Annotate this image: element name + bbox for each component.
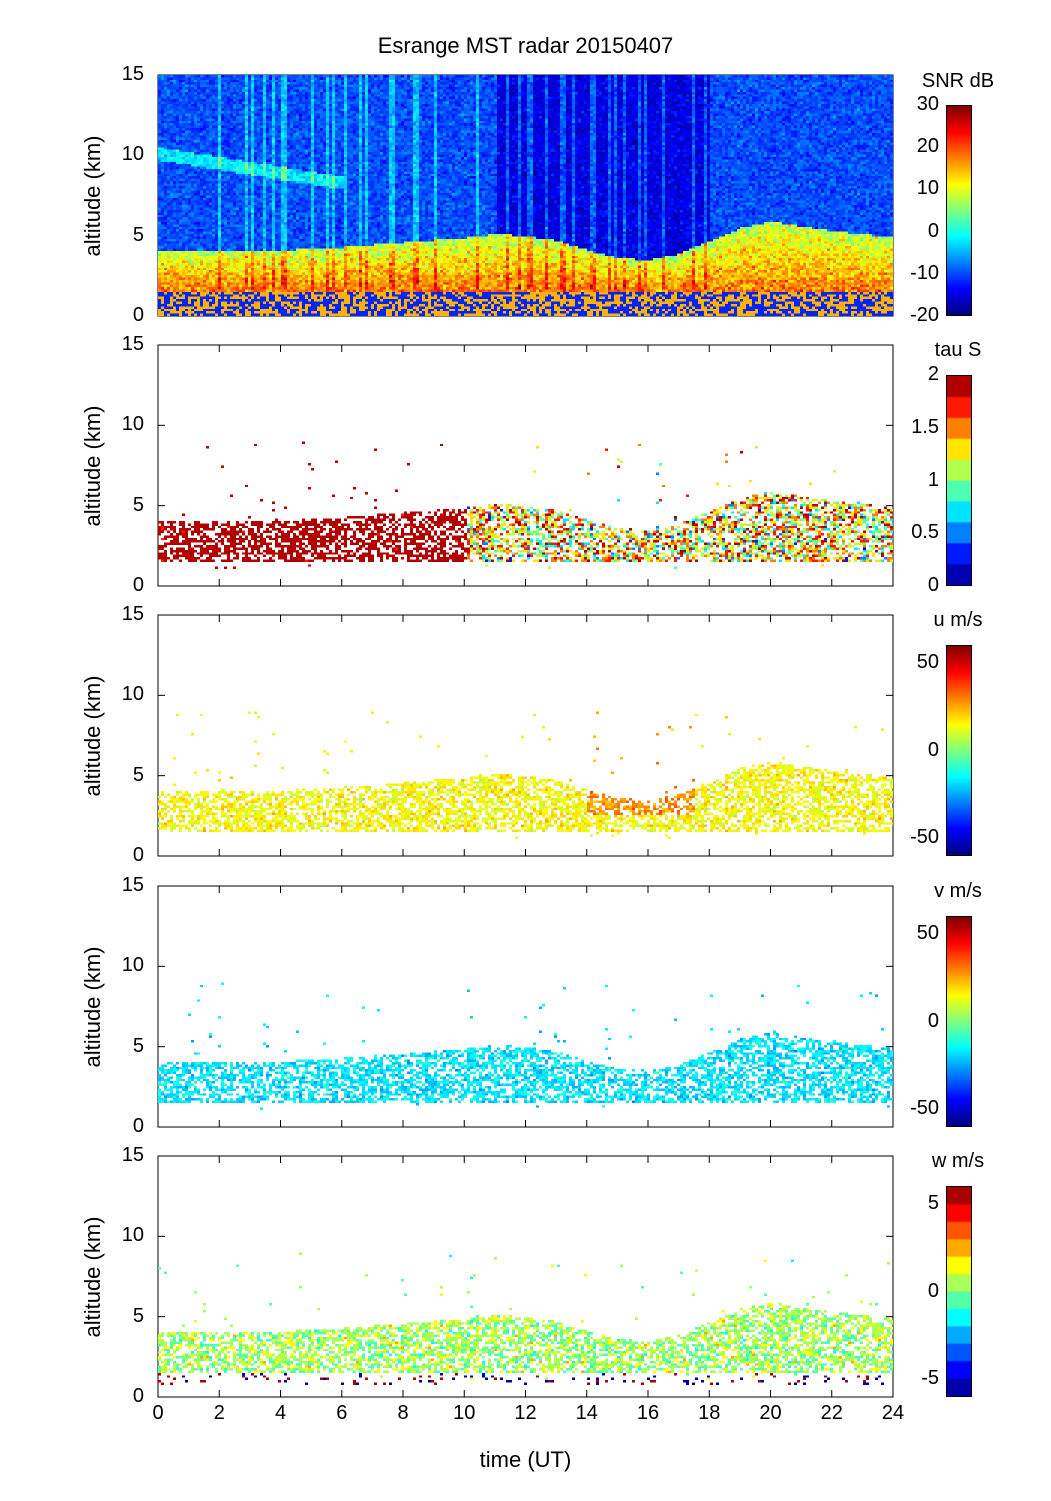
y-axis-label: altitude (km) (80, 1215, 105, 1338)
colorbar-tick-label: 50 (916, 921, 939, 944)
colorbar-tick-label: -10 (910, 261, 939, 284)
colorbar-label: w m/s (931, 1150, 985, 1172)
v-colorbar (946, 916, 972, 1127)
y-tick-label: 5 (132, 763, 144, 786)
y-tick-label: 0 (132, 1115, 144, 1137)
y-axis-label: altitude (km) (80, 945, 105, 1068)
y-tick-label: 0 (132, 1385, 144, 1407)
colorbar-tick-label: 30 (916, 93, 939, 115)
colorbar-tick-label: 0 (927, 1279, 939, 1302)
x-tick-label: 8 (397, 1402, 409, 1424)
x-tick-label: 6 (336, 1402, 348, 1424)
x-tick-label: 10 (453, 1402, 476, 1424)
x-tick-label: 12 (514, 1402, 537, 1424)
colorbar-tick-label: 2 (927, 363, 939, 385)
y-tick-label: 10 (121, 683, 144, 706)
y-tick-label: 15 (121, 63, 144, 85)
v-heatmap (158, 886, 893, 1127)
colorbar-tick-label: 50 (916, 650, 939, 673)
y-tick-label: 10 (121, 1224, 144, 1247)
y-tick-label: 5 (132, 1304, 144, 1327)
colorbar-tick-label: 0.5 (911, 521, 939, 544)
w-colorbar (946, 1186, 972, 1397)
colorbar-tick-label: 0 (927, 219, 939, 242)
x-tick-label: 0 (152, 1402, 164, 1424)
y-axis-label: altitude (km) (80, 134, 105, 257)
y-tick-label: 5 (132, 1034, 144, 1057)
y-tick-label: 10 (121, 413, 144, 436)
x-tick-label: 4 (274, 1402, 287, 1424)
colorbar-label: SNR dB (921, 70, 995, 92)
colorbar-tick-label: -20 (910, 304, 939, 326)
snr-colorbar (946, 105, 972, 316)
y-tick-label: 5 (132, 493, 144, 516)
tau-colorbar (946, 375, 972, 586)
x-tick-label: 14 (575, 1402, 598, 1424)
y-axis-label: altitude (km) (80, 674, 105, 797)
x-tick-label: 24 (881, 1402, 905, 1424)
y-tick-label: 15 (121, 1144, 144, 1166)
x-tick-label: 22 (820, 1402, 843, 1424)
tau-heatmap (158, 345, 893, 586)
snr-heatmap (158, 75, 893, 316)
colorbar-label: v m/s (934, 880, 982, 902)
colorbar-tick-label: 20 (916, 135, 939, 158)
colorbar-tick-label: 5 (927, 1191, 939, 1214)
y-tick-label: 0 (132, 574, 144, 596)
u-heatmap (158, 615, 893, 856)
colorbar-tick-label: 1 (927, 468, 939, 491)
y-tick-label: 10 (121, 954, 144, 977)
x-tick-label: 18 (698, 1402, 721, 1424)
y-tick-label: 0 (132, 304, 144, 326)
x-tick-label: 2 (213, 1402, 225, 1424)
colorbar-tick-label: -50 (910, 826, 939, 849)
w-heatmap (158, 1156, 893, 1397)
y-tick-label: 10 (121, 143, 144, 166)
colorbar-tick-label: -50 (910, 1097, 939, 1120)
colorbar-tick-label: 0 (927, 738, 939, 761)
x-tick-label: 16 (636, 1402, 660, 1424)
colorbar-tick-label: 1.5 (911, 415, 939, 438)
colorbar-label: u m/s (933, 609, 983, 631)
y-tick-label: 5 (132, 223, 144, 246)
y-tick-label: 15 (121, 333, 144, 355)
y-tick-label: 15 (121, 874, 144, 896)
colorbar-tick-label: 0 (927, 1009, 939, 1032)
colorbar-tick-label: 10 (916, 177, 939, 200)
colorbar-tick-label: 0 (927, 574, 939, 596)
u-colorbar (946, 645, 972, 856)
x-tick-label: 20 (759, 1402, 782, 1424)
colorbar-label: tau S (934, 339, 982, 361)
y-tick-label: 0 (132, 844, 144, 866)
x-axis-label: time (UT) (479, 1447, 572, 1472)
figure-title: Esrange MST radar 20150407 (377, 33, 674, 58)
colorbar-tick-label: -5 (921, 1367, 939, 1390)
y-tick-label: 15 (121, 603, 144, 625)
y-axis-label: altitude (km) (80, 404, 105, 527)
